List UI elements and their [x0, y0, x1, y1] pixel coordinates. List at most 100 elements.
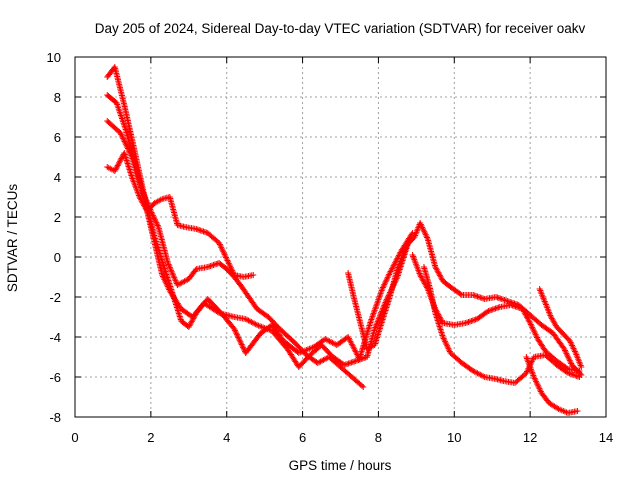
data-point-marker — [564, 353, 571, 360]
data-point-marker — [149, 212, 156, 219]
data-point-marker — [236, 337, 243, 344]
data-point-marker — [123, 142, 130, 149]
data-point-marker — [121, 138, 128, 145]
data-point-marker — [127, 151, 134, 158]
data-point-marker — [122, 139, 129, 146]
data-point-marker — [382, 278, 389, 285]
data-point-marker — [562, 348, 569, 355]
data-point-marker — [172, 277, 179, 284]
data-point-marker — [164, 282, 171, 289]
data-point-marker — [439, 334, 446, 340]
data-point-marker — [223, 256, 230, 262]
y-tick-label: 2 — [54, 210, 61, 225]
x-tick-label: 14 — [599, 430, 613, 445]
data-point-marker — [166, 264, 173, 271]
data-point-marker — [114, 163, 121, 170]
data-point-marker — [161, 277, 168, 284]
data-point-marker — [117, 130, 124, 136]
data-point-marker — [567, 359, 574, 366]
data-point-marker — [164, 283, 171, 290]
x-tick-label: 10 — [447, 430, 461, 445]
series-track-4 — [104, 150, 257, 280]
data-point-marker — [164, 260, 171, 266]
data-point-marker — [116, 158, 123, 165]
data-point-marker — [216, 241, 223, 248]
data-point-marker — [159, 272, 166, 278]
data-point-marker — [218, 245, 225, 252]
data-point-marker — [153, 219, 160, 226]
data-point-marker — [140, 190, 147, 197]
series-track-9 — [523, 354, 581, 416]
data-point-marker — [239, 342, 246, 349]
data-point-marker — [154, 221, 161, 228]
data-point-marker — [218, 244, 225, 251]
data-point-marker — [532, 331, 539, 338]
data-point-marker — [224, 257, 231, 264]
data-point-marker — [159, 273, 166, 280]
data-point-marker — [160, 274, 167, 281]
x-axis-label: GPS time / hours — [289, 458, 392, 473]
data-point-marker — [235, 335, 242, 342]
x-tick-label: 2 — [147, 430, 154, 445]
data-point-marker — [113, 165, 120, 172]
data-point-marker — [120, 137, 127, 144]
data-point-marker — [374, 318, 381, 325]
data-point-marker — [118, 132, 125, 139]
data-point-marker — [531, 330, 538, 337]
data-point-marker — [150, 213, 157, 220]
data-point-marker — [119, 134, 126, 141]
data-point-marker — [419, 225, 426, 232]
data-point-marker — [533, 378, 540, 385]
data-point-marker — [122, 141, 129, 148]
data-point-marker — [140, 191, 147, 198]
data-point-marker — [529, 356, 536, 363]
data-point-marker — [529, 325, 536, 332]
data-point-marker — [566, 357, 573, 364]
data-point-marker — [535, 384, 542, 391]
data-point-marker — [440, 335, 447, 342]
data-point-marker — [165, 285, 172, 292]
data-point-marker — [216, 240, 223, 246]
data-point-marker — [161, 276, 168, 283]
x-tick-label: 12 — [523, 430, 537, 445]
y-tick-label: -2 — [49, 290, 61, 305]
data-point-marker — [234, 333, 241, 340]
data-point-marker — [142, 196, 149, 203]
data-point-marker — [169, 271, 176, 278]
y-tick-label: -6 — [49, 370, 61, 385]
data-point-marker — [536, 385, 543, 392]
series-track-3 — [104, 118, 367, 390]
data-point-marker — [443, 341, 450, 348]
data-point-marker — [232, 328, 239, 335]
data-point-marker — [533, 333, 540, 340]
data-point-marker — [124, 145, 131, 152]
data-point-marker — [417, 220, 424, 226]
data-point-marker — [561, 347, 568, 354]
data-point-marker — [444, 342, 451, 349]
chart-title: Day 205 of 2024, Sidereal Day-to-day VTE… — [95, 21, 586, 36]
series-track-5 — [345, 220, 585, 378]
data-point-marker — [384, 274, 391, 281]
data-point-marker — [375, 315, 382, 322]
data-point-marker — [372, 323, 379, 330]
data-point-marker — [233, 331, 240, 338]
x-tick-label: 8 — [375, 430, 382, 445]
data-point-marker — [120, 135, 127, 142]
data-point-marker — [423, 233, 430, 240]
data-point-marker — [240, 344, 247, 351]
data-point-marker — [379, 286, 386, 292]
data-point-marker — [217, 242, 224, 249]
data-point-marker — [223, 254, 230, 261]
data-point-marker — [162, 279, 169, 286]
data-point-marker — [381, 280, 388, 287]
data-point-marker — [530, 374, 537, 380]
data-point-marker — [220, 250, 227, 257]
data-point-marker — [142, 194, 149, 201]
x-tick-label: 0 — [71, 430, 78, 445]
data-point-marker — [533, 379, 540, 386]
data-point-marker — [523, 370, 530, 376]
data-point-marker — [220, 248, 227, 255]
